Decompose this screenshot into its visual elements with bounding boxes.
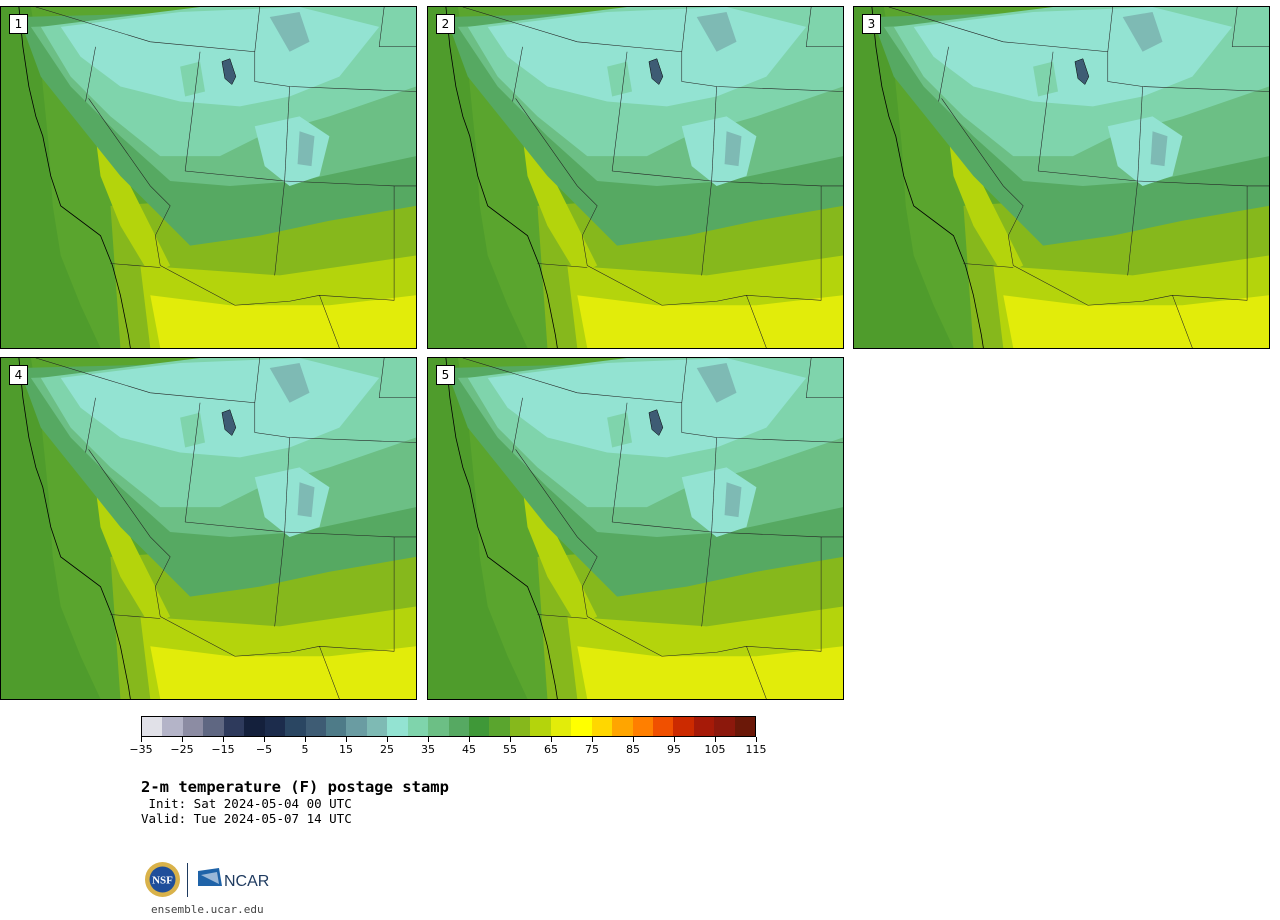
colorbar-cell	[571, 717, 592, 736]
colorbar-cell	[734, 717, 756, 736]
colorbar-tick	[756, 737, 757, 742]
colorbar-tick-label: 105	[704, 743, 726, 756]
colorbar-cell	[285, 717, 306, 736]
colorbar-cell	[652, 717, 674, 736]
colorbar-cell	[612, 717, 633, 736]
nsf-logo: NSF	[145, 862, 180, 897]
colorbar-cell	[509, 717, 531, 736]
colorbar-tick	[346, 737, 347, 742]
site-url[interactable]: ensemble.ucar.edu	[151, 903, 264, 916]
colorbar-cell	[162, 717, 183, 736]
colorbar-cell	[469, 717, 490, 736]
colorbar-tick	[141, 737, 142, 742]
colorbar-cell	[714, 717, 735, 736]
colorbar-tick	[633, 737, 634, 742]
colorbar-tick	[305, 737, 306, 742]
logo-divider	[187, 863, 188, 897]
colorbar-cell	[673, 717, 694, 736]
panel-label-3: 3	[862, 14, 881, 34]
colorbar-cell	[346, 717, 367, 736]
ncar-logo: NCAR	[198, 868, 269, 890]
temperature-map-2	[428, 7, 843, 348]
colorbar-cell	[387, 717, 408, 736]
colorbar-tick-label: 95	[667, 743, 681, 756]
map-panel-1: 1	[0, 6, 417, 349]
colorbar-tick-label: 115	[745, 743, 767, 756]
colorbar-tick-label: 15	[339, 743, 353, 756]
colorbar-tick	[592, 737, 593, 742]
temperature-map-4	[1, 358, 416, 699]
temperature-map-1	[1, 7, 416, 348]
colorbar-cell	[223, 717, 245, 736]
colorbar-tick-label: 35	[421, 743, 435, 756]
init-time: Init: Sat 2024-05-04 00 UTC	[141, 796, 352, 811]
map-panel-4: 4	[0, 357, 417, 700]
colorbar-tick	[551, 737, 552, 742]
map-panel-5: 5	[427, 357, 844, 700]
colorbar-cell	[244, 717, 265, 736]
colorbar-cell	[428, 717, 449, 736]
colorbar-tick-label: 55	[503, 743, 517, 756]
colorbar-cell	[407, 717, 429, 736]
colorbar-tick	[264, 737, 265, 742]
colorbar-cell	[530, 717, 551, 736]
nsf-logo-text: NSF	[152, 875, 173, 887]
colorbar-tick	[428, 737, 429, 742]
panel-label-1: 1	[9, 14, 28, 34]
colorbar-cell	[203, 717, 224, 736]
temperature-map-5	[428, 358, 843, 699]
colorbar-tick	[223, 737, 224, 742]
colorbar-tick-label: 85	[626, 743, 640, 756]
colorbar-tick-label: −5	[255, 743, 273, 756]
colorbar-tick	[715, 737, 716, 742]
colorbar-cell	[325, 717, 347, 736]
colorbar-tick-label: 65	[544, 743, 558, 756]
colorbar-tick-label: 75	[585, 743, 599, 756]
colorbar-tick	[510, 737, 511, 742]
colorbar-cell	[264, 717, 286, 736]
colorbar-tick	[674, 737, 675, 742]
panel-label-5: 5	[436, 365, 455, 385]
panel-label-4: 4	[9, 365, 28, 385]
colorbar-cell	[550, 717, 572, 736]
colorbar-cell	[448, 717, 469, 736]
colorbar-tick	[387, 737, 388, 742]
colorbar-tick-label: 5	[301, 743, 309, 756]
panel-label-2: 2	[436, 14, 455, 34]
valid-time: Valid: Tue 2024-05-07 14 UTC	[141, 811, 352, 826]
ncar-logo-text: NCAR	[224, 873, 269, 890]
colorbar-ticks: −35 −25 −15 −5 5 15 25 35 45 55 65 75 85 95 105 115	[129, 737, 767, 759]
map-panel-3: 3	[853, 6, 1270, 349]
colorbar-cell	[693, 717, 715, 736]
temperature-map-3	[854, 7, 1269, 348]
colorbar-cell	[489, 717, 510, 736]
colorbar-tick-label: 25	[380, 743, 394, 756]
colorbar-tick-label: −35	[129, 743, 153, 756]
colorbar-tick-label: −15	[211, 743, 235, 756]
colorbar-cell	[305, 717, 326, 736]
colorbar-tick-label: −25	[170, 743, 194, 756]
colorbar-tick-label: 45	[462, 743, 476, 756]
page-title: 2-m temperature (F) postage stamp	[141, 778, 449, 796]
colorbar-cell	[366, 717, 388, 736]
temperature-colorbar	[141, 716, 756, 737]
colorbar-cell	[632, 717, 653, 736]
colorbar-cell	[182, 717, 204, 736]
colorbar-tick	[182, 737, 183, 742]
map-panel-2: 2	[427, 6, 844, 349]
colorbar-tick	[469, 737, 470, 742]
colorbar-cell	[591, 717, 613, 736]
colorbar-cell	[142, 717, 163, 736]
